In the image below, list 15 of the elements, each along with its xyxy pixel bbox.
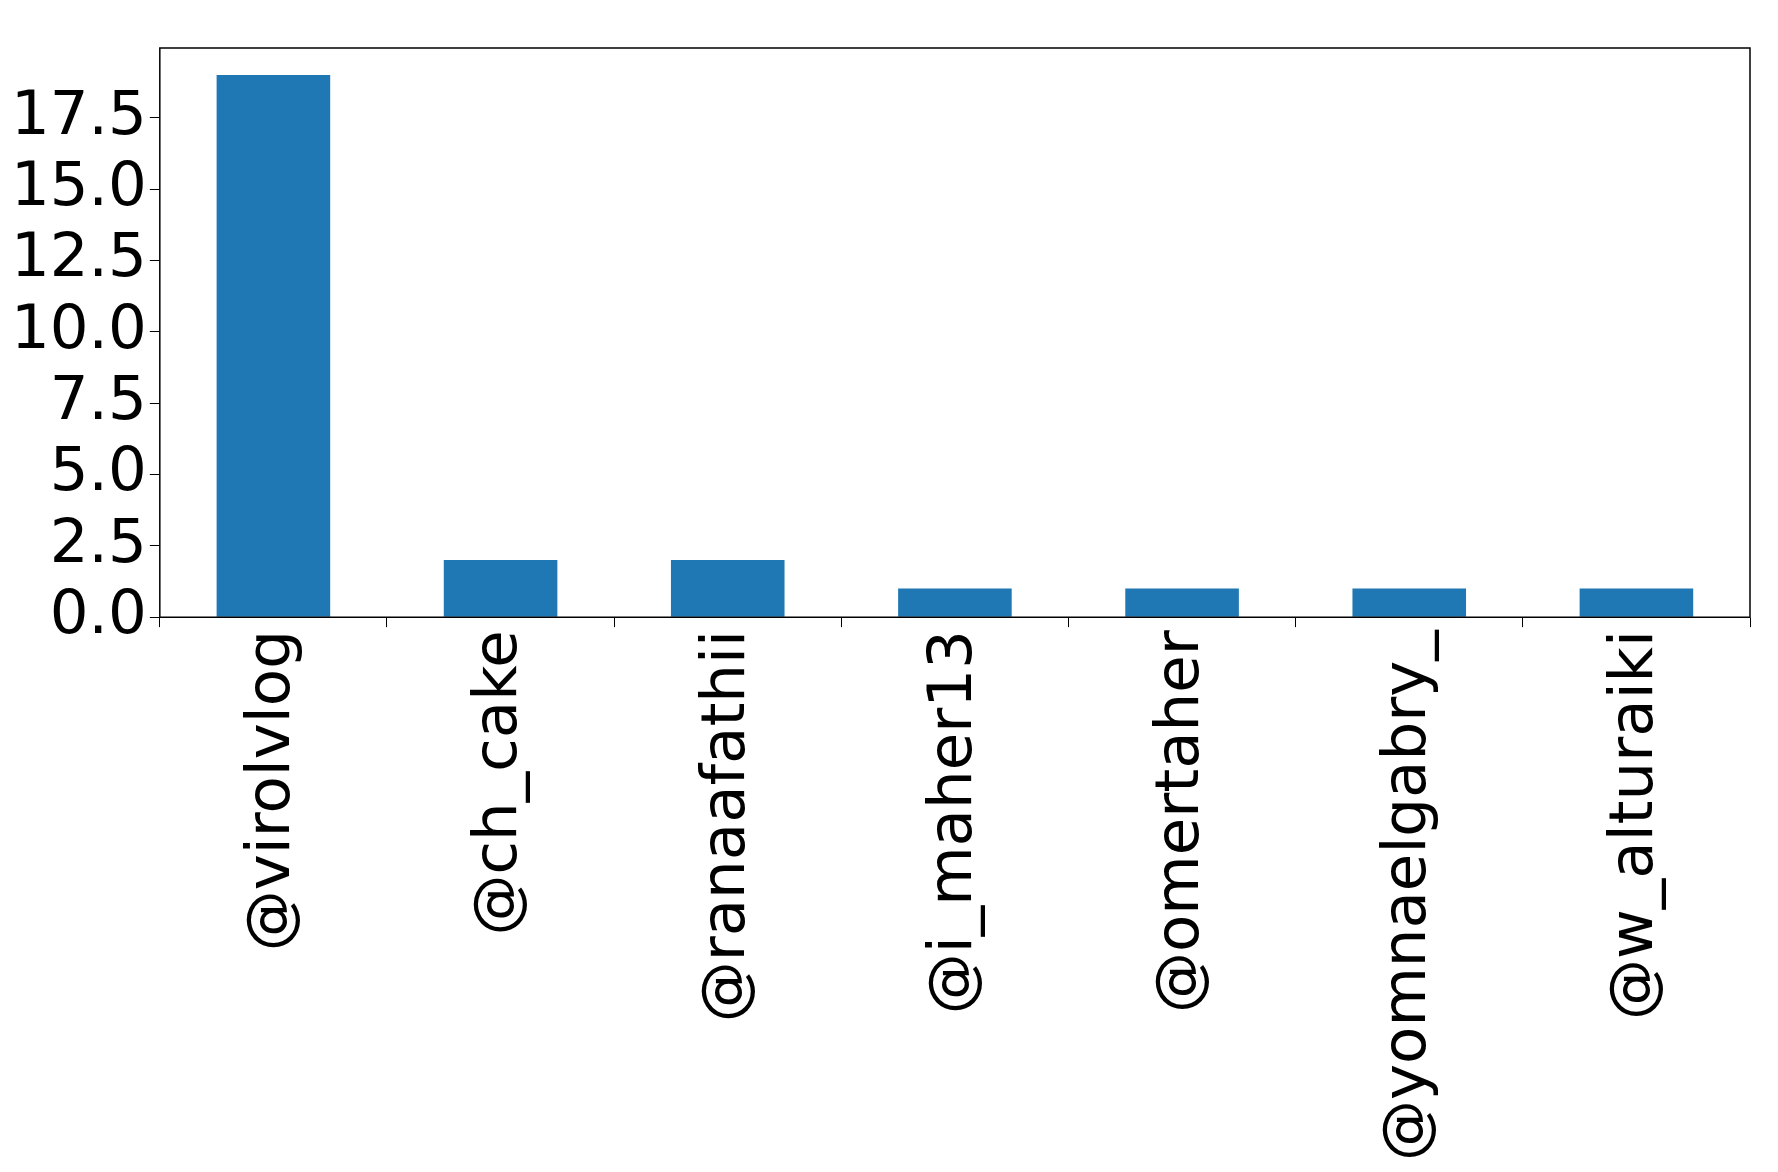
y-tick-label: 15.0 xyxy=(10,148,147,220)
y-tick-label: 0.0 xyxy=(49,575,147,647)
y-tick-label: 2.5 xyxy=(49,504,147,576)
y-tick-label: 10.0 xyxy=(10,290,147,362)
x-tick-label: @w_alturaiki xyxy=(1595,630,1667,1021)
y-tick-label: 12.5 xyxy=(10,219,147,291)
x-tick-label: @omertaher xyxy=(1140,629,1212,1014)
y-tick-label: 17.5 xyxy=(10,76,147,148)
x-tick-label: @i_maher13 xyxy=(913,630,985,1015)
y-tick-label: 7.5 xyxy=(49,362,147,434)
x-tick-label: @yomnaelgabry_ xyxy=(1368,628,1440,1162)
y-tick-label: 5.0 xyxy=(49,433,147,505)
x-tick-label: @ch_cake xyxy=(459,630,531,936)
x-tick-label: @virolvlog xyxy=(232,630,304,952)
x-tick-label: @ranaafathii xyxy=(686,630,758,1023)
